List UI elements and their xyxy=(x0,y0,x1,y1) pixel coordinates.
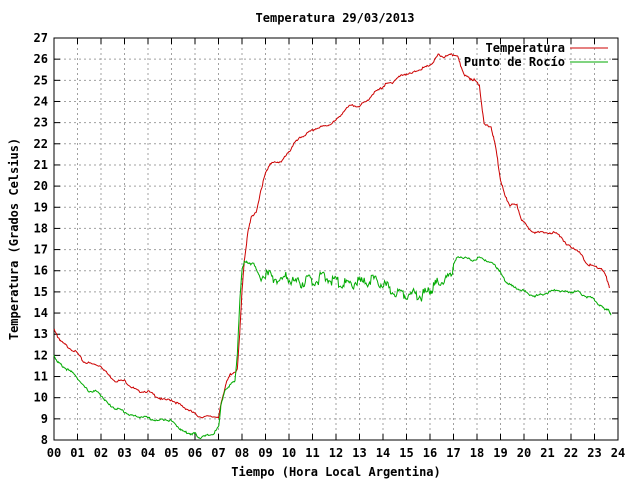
y-tick-label: 10 xyxy=(34,391,48,405)
x-tick-label: 16 xyxy=(423,446,437,460)
x-tick-label: 12 xyxy=(329,446,343,460)
grid xyxy=(54,38,618,440)
y-tick-label: 21 xyxy=(34,158,48,172)
series-lines xyxy=(53,53,612,440)
x-axis-label: Tiempo (Hora Local Argentina) xyxy=(231,465,441,479)
y-tick-label: 26 xyxy=(34,52,48,66)
legend: Temperatura Punto de Rocío xyxy=(464,41,608,69)
x-tick-label: 02 xyxy=(94,446,108,460)
legend-label-punto-de-rocio: Punto de Rocío xyxy=(464,55,565,69)
x-tick-label: 08 xyxy=(235,446,249,460)
x-tick-label: 18 xyxy=(470,446,484,460)
x-tick-label: 03 xyxy=(117,446,131,460)
y-tick-label: 9 xyxy=(41,412,48,426)
x-tick-label: 19 xyxy=(493,446,507,460)
y-tick-label: 18 xyxy=(34,221,48,235)
x-tick-label: 15 xyxy=(399,446,413,460)
y-tick-label: 22 xyxy=(34,137,48,151)
x-tick-label: 11 xyxy=(305,446,319,460)
y-axis-label: Temperatura (Grados Celsius) xyxy=(7,138,21,340)
x-tick-label: 09 xyxy=(258,446,272,460)
x-tick-label: 23 xyxy=(587,446,601,460)
y-tick-label: 20 xyxy=(34,179,48,193)
y-tick-label: 15 xyxy=(34,285,48,299)
axis-ticks: 00 01 02 03 04 05 06 07 08 09 10 11 12 13 14 15 16 17 18 19… xyxy=(34,31,626,460)
x-tick-label: 14 xyxy=(376,446,390,460)
x-tick-label: 05 xyxy=(164,446,178,460)
x-tick-label: 21 xyxy=(540,446,554,460)
series-line-punto-de-rocio xyxy=(53,256,612,440)
x-tick-label: 00 xyxy=(47,446,61,460)
y-tick-label: 13 xyxy=(34,327,48,341)
x-tick-label: 13 xyxy=(352,446,366,460)
x-tick-label: 20 xyxy=(517,446,531,460)
y-tick-label: 12 xyxy=(34,348,48,362)
x-tick-label: 17 xyxy=(446,446,460,460)
x-tick-label: 24 xyxy=(611,446,625,460)
y-tick-label: 11 xyxy=(34,370,48,384)
x-tick-label: 10 xyxy=(282,446,296,460)
y-tick-label: 23 xyxy=(34,116,48,130)
y-tick-label: 19 xyxy=(34,200,48,214)
series-line-temperatura xyxy=(53,53,610,419)
x-tick-label: 01 xyxy=(70,446,84,460)
y-tick-label: 17 xyxy=(34,243,48,257)
x-tick-label: 07 xyxy=(211,446,225,460)
x-tick-label: 04 xyxy=(141,446,155,460)
legend-label-temperatura: Temperatura xyxy=(486,41,565,55)
chart-title: Temperatura 29/03/2013 xyxy=(256,11,415,25)
y-tick-label: 14 xyxy=(34,306,48,320)
y-tick-label: 16 xyxy=(34,264,48,278)
x-tick-label: 06 xyxy=(188,446,202,460)
y-tick-label: 24 xyxy=(34,94,48,108)
y-tick-label: 27 xyxy=(34,31,48,45)
x-tick-label: 22 xyxy=(564,446,578,460)
y-tick-label: 8 xyxy=(41,433,48,447)
y-tick-label: 25 xyxy=(34,73,48,87)
